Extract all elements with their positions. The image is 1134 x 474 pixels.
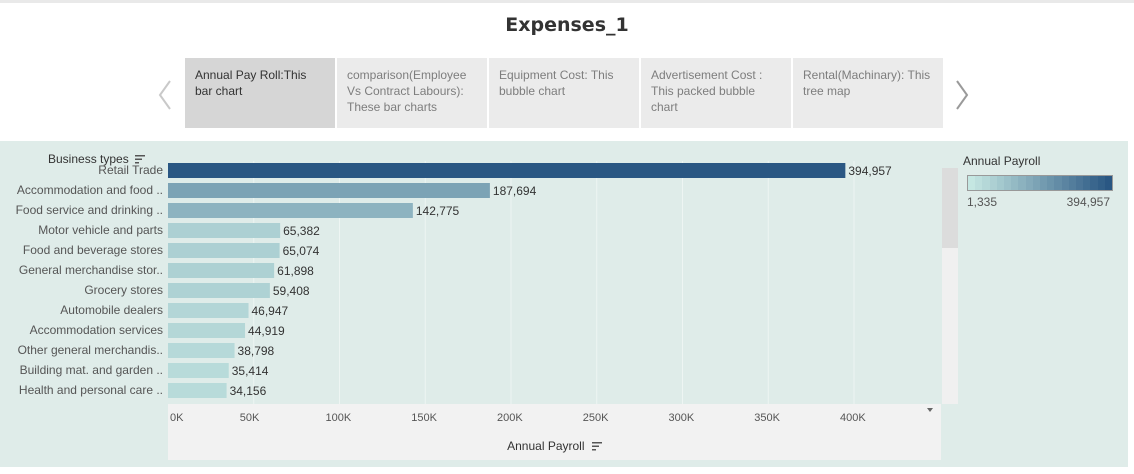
bar[interactable] <box>168 363 229 378</box>
story-point-equipment-cost[interactable]: Equipment Cost: This bubble chart <box>489 58 639 128</box>
legend-max-label: 394,957 <box>1066 195 1110 209</box>
scrollbar-thumb[interactable] <box>942 168 958 248</box>
bar-value-label: 44,919 <box>248 324 285 338</box>
bar-chart: 394,957 187,694 142,775 65,382 65,074 61,898 5… <box>168 161 938 404</box>
x-tick-label: 350K <box>754 412 780 424</box>
sort-icon[interactable] <box>135 153 146 167</box>
legend-ramp-step <box>1076 176 1084 190</box>
story-point-advertisement-cost[interactable]: Advertisement Cost : This packed bubble … <box>641 58 791 128</box>
x-tick-label: 0K <box>170 412 184 424</box>
bar-value-label: 38,798 <box>238 344 275 358</box>
legend-ramp-step <box>1061 176 1070 190</box>
sort-icon[interactable] <box>591 440 602 454</box>
category-label[interactable]: Accommodation services <box>29 323 163 337</box>
legend-ramp-step <box>1004 176 1012 190</box>
legend-min-label: 1,335 <box>967 195 998 209</box>
bar-value-label: 187,694 <box>493 184 537 198</box>
bar-value-label: 65,074 <box>283 244 320 258</box>
legend-ramp-step <box>1068 176 1077 190</box>
story-point-annual-payroll[interactable]: Annual Pay Roll:This bar chart <box>185 58 335 128</box>
legend-title: Annual Payroll <box>963 154 1041 168</box>
category-label[interactable]: Building mat. and garden .. <box>19 363 163 377</box>
bar[interactable] <box>168 303 249 318</box>
x-tick-label: 150K <box>411 412 437 424</box>
bar-value-label: 46,947 <box>252 304 289 318</box>
category-label[interactable]: Health and personal care .. <box>18 383 163 397</box>
x-axis-title[interactable]: Annual Payroll <box>168 439 941 454</box>
bar-value-label: 65,382 <box>283 224 320 238</box>
bar[interactable] <box>168 263 275 278</box>
bar[interactable] <box>168 223 281 238</box>
bar-value-label: 61,898 <box>277 264 314 278</box>
legend-ramp-step <box>1104 176 1113 190</box>
x-tick-label: 50K <box>239 412 260 424</box>
row-header[interactable]: Business types <box>48 152 146 167</box>
legend-ramp-step <box>1097 176 1106 190</box>
story-title: Expenses_1 <box>505 14 629 36</box>
color-legend: Annual Payroll 1,335 394,957 <box>958 141 1128 467</box>
bar-chart-svg: 394,957 187,694 142,775 65,382 65,074 61,898 5… <box>168 161 892 404</box>
chevron-down-icon[interactable] <box>927 408 933 412</box>
category-label[interactable]: Other general merchandis.. <box>17 343 163 357</box>
bar[interactable] <box>168 163 846 178</box>
category-label[interactable]: Retail Trade <box>98 163 163 177</box>
category-label[interactable]: General merchandise stor.. <box>18 263 163 277</box>
bar[interactable] <box>168 383 227 398</box>
legend-ramp-step <box>1083 176 1091 190</box>
x-tick-label: 400K <box>840 412 866 424</box>
bar[interactable] <box>168 343 235 358</box>
legend-ramp-step <box>1025 176 1034 190</box>
bar-value-label: 394,957 <box>848 164 892 178</box>
story-point-comparison[interactable]: comparison(Employee Vs Contract Labours)… <box>337 58 487 128</box>
legend-ramp-step <box>1011 176 1019 190</box>
bar[interactable] <box>168 183 490 198</box>
top-border <box>0 0 1134 3</box>
legend-ramp-step <box>996 176 1005 190</box>
x-tick-label: 250K <box>582 412 609 424</box>
x-tick-label: 200K <box>497 412 523 424</box>
vertical-scrollbar[interactable] <box>942 168 958 404</box>
sheet-panel: Business types Retail Trade Accommodation… <box>0 141 1128 467</box>
legend-ramp-step <box>989 176 998 190</box>
legend-ramp-step <box>975 176 983 190</box>
category-label[interactable]: Food and beverage stores <box>22 243 163 257</box>
category-label[interactable]: Grocery stores <box>84 283 163 297</box>
category-label[interactable]: Motor vehicle and parts <box>38 223 163 237</box>
story-point-rental[interactable]: Rental(Machinary): This tree map <box>793 58 943 128</box>
row-header-label: Business types <box>48 152 129 166</box>
x-tick-label: 300K <box>668 412 695 424</box>
bar-value-label: 34,156 <box>230 384 267 398</box>
category-label[interactable]: Automobile dealers <box>60 303 163 317</box>
legend-color-ramp <box>967 175 1113 191</box>
legend-ramp-step <box>1047 176 1055 190</box>
bar-value-label: 59,408 <box>273 284 310 298</box>
bar[interactable] <box>168 243 280 258</box>
bar-value-label: 142,775 <box>416 204 460 218</box>
category-label[interactable]: Food service and drinking .. <box>15 203 163 217</box>
x-tick-label: 100K <box>325 412 352 424</box>
bar-value-label: 35,414 <box>232 364 269 378</box>
legend-ramp-step <box>1090 176 1099 190</box>
legend-ramp-step <box>1054 176 1063 190</box>
legend-ramp-step <box>968 176 976 190</box>
legend-ramp-step <box>1040 176 1048 190</box>
chevron-right-icon[interactable] <box>950 78 972 112</box>
bar[interactable] <box>168 283 270 298</box>
bar[interactable] <box>168 323 246 338</box>
category-label[interactable]: Accommodation and food .. <box>16 183 163 197</box>
bar[interactable] <box>168 203 413 218</box>
legend-ramp-step <box>982 176 991 190</box>
chevron-left-icon[interactable] <box>155 78 177 112</box>
x-axis: Annual Payroll 0K 50K 100K 150K 200K 250K 300K… <box>168 404 941 460</box>
x-axis-title-label: Annual Payroll <box>507 439 585 453</box>
legend-ramp-step <box>1032 176 1041 190</box>
row-labels: Retail Trade Accommodation and food .. Foo… <box>0 161 163 404</box>
legend-ramp-step <box>1018 176 1027 190</box>
